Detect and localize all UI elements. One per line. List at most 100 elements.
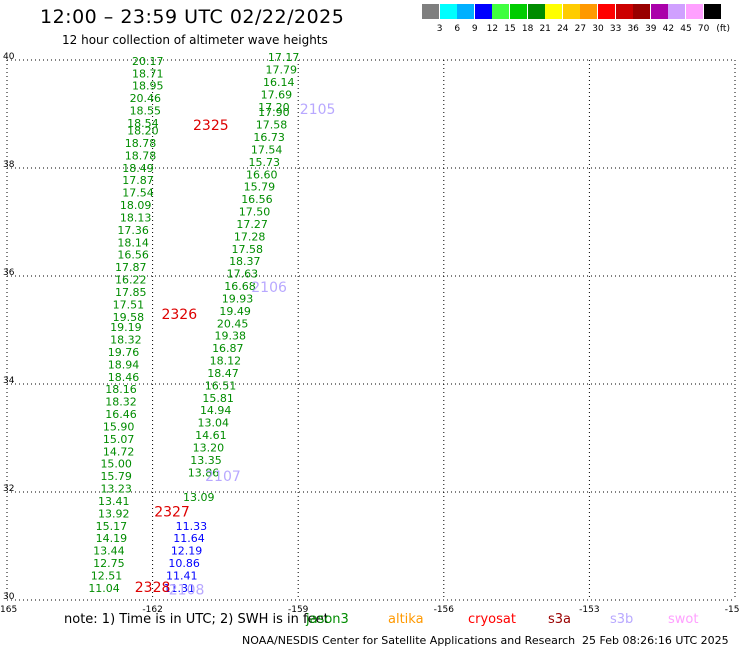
- legend-label: 42: [662, 24, 675, 34]
- satellite-key-item: jason3: [306, 612, 349, 627]
- lon-tick-label: -159: [288, 605, 309, 615]
- swh-reading: 17.63: [227, 268, 259, 281]
- swh-reading: 20.45: [217, 317, 249, 330]
- pass-id-label: 2327: [154, 504, 190, 520]
- swh-reading: 16.22: [115, 274, 147, 287]
- swh-reading: 18.47: [207, 367, 239, 380]
- legend-swatch: [650, 4, 668, 19]
- swh-reading: 17.36: [117, 224, 149, 237]
- swh-reading: 14.19: [96, 532, 128, 545]
- swh-reading: 13.44: [93, 545, 125, 558]
- credit-line: NOAA/NESDIS Center for Satellite Applica…: [242, 634, 576, 647]
- legend-label: 9: [471, 24, 478, 34]
- swh-reading: 18.16: [105, 383, 137, 396]
- legend-label: 12: [486, 24, 499, 34]
- lat-tick-label: 36: [3, 268, 15, 278]
- legend-swatch: [633, 4, 651, 19]
- swh-reading: 19.93: [222, 292, 254, 305]
- pass-id-label: 2106: [251, 280, 287, 296]
- legend-label: 24: [557, 24, 569, 34]
- legend-label: 6: [454, 24, 461, 34]
- swh-reading: 18.54: [127, 117, 159, 130]
- legend-unit: (ft): [716, 24, 730, 34]
- swh-reading: 17.28: [234, 230, 266, 243]
- swh-reading: 16.56: [241, 193, 273, 206]
- swh-reading: 11.41: [166, 569, 198, 582]
- swh-reading: 18.78: [125, 149, 157, 162]
- swh-reading: 17.87: [115, 261, 147, 274]
- swh-reading: 18.49: [122, 162, 154, 175]
- swh-reading: 10.86: [168, 557, 200, 570]
- swh-reading: 13.35: [190, 454, 222, 467]
- legend-label: 45: [680, 24, 692, 34]
- swh-reading: 17.79: [265, 64, 297, 77]
- swh-reading: 17.17: [268, 51, 300, 64]
- lon-tick-label: -150: [725, 605, 740, 615]
- page-title: 12:00 – 23:59 UTC 02/22/2025: [40, 6, 345, 28]
- swh-reading: 18.55: [130, 105, 162, 118]
- legend-swatch: [492, 4, 510, 19]
- swh-reading: 13.86: [188, 466, 220, 479]
- map-ticks: -165 -162 -159 -156 -153 -150 30 32 34 36 38 40: [0, 52, 740, 615]
- legend-swatch: [545, 4, 563, 19]
- lon-tick-label: -165: [0, 605, 17, 615]
- legend-swatch: [439, 4, 457, 19]
- legend-label: 3: [436, 24, 443, 34]
- legend-swatch: [615, 4, 633, 19]
- swh-reading: 11.33: [176, 520, 208, 533]
- swh-reading: 19.49: [219, 305, 251, 318]
- swh-reading: 16.46: [105, 408, 137, 421]
- swh-reading: 18.13: [120, 211, 152, 224]
- swh-reading: 13.20: [193, 442, 225, 455]
- swh-reading: 18.32: [105, 396, 137, 409]
- generated-timestamp: 25 Feb 08:26:16 UTC 2025: [582, 634, 729, 647]
- legend-swatch: [598, 4, 615, 19]
- lat-tick-label: 38: [3, 160, 15, 170]
- legend-swatch: [668, 4, 686, 19]
- swh-reading: 20.46: [130, 92, 162, 105]
- swh-reading: 15.07: [103, 433, 135, 446]
- swh-reading: 18.09: [120, 199, 152, 212]
- lat-tick-label: 40: [3, 52, 15, 62]
- swh-reading: 18.12: [210, 355, 242, 368]
- satellite-key-item: cryosat: [468, 612, 516, 627]
- legend-swatch: [580, 4, 598, 19]
- swh-reading: 16.87: [212, 342, 244, 355]
- swh-reading: 20.17: [132, 55, 164, 68]
- swh-reading: 17.54: [251, 143, 283, 156]
- legend-label: 36: [627, 24, 639, 34]
- swh-reading: 14.72: [103, 445, 135, 458]
- swh-reading: 19.19: [110, 321, 142, 334]
- legend-swatch: [474, 4, 492, 19]
- swh-reading: 15.90: [103, 420, 135, 433]
- swh-reading: 17.51: [113, 298, 145, 311]
- swh-reading: 17.27: [236, 218, 268, 231]
- swh-reading: 14.61: [195, 429, 227, 442]
- pass-id-label: 2326: [161, 307, 197, 323]
- swh-reading: 15.79: [100, 470, 132, 483]
- legend-label: 18: [521, 24, 534, 34]
- swh-reading: 11.64: [173, 532, 205, 545]
- swh-reading: 15.73: [248, 156, 280, 169]
- swh-reading: 17.20: [258, 101, 290, 114]
- legend-swatch: [510, 4, 527, 19]
- swh-reading: 12.51: [91, 569, 123, 582]
- swh-reading: 17.90: [258, 106, 290, 119]
- satellite-key-item: swot: [668, 612, 699, 627]
- legend-label: 27: [574, 24, 587, 34]
- swh-reading: 17.85: [115, 286, 147, 299]
- lat-tick-label: 32: [3, 484, 14, 494]
- legend-label: 30: [592, 24, 604, 34]
- lat-tick-label: 34: [3, 376, 15, 386]
- swh-reading: 19.38: [215, 330, 247, 343]
- pass-id-label: 2328: [135, 580, 171, 596]
- swh-reading: 11.04: [88, 582, 120, 595]
- swh-reading: 13.23: [100, 483, 132, 496]
- lon-tick-label: -153: [579, 605, 599, 615]
- legend-swatch: [457, 4, 475, 19]
- swh-reading: 13.92: [98, 507, 130, 520]
- swh-reading: 17.87: [122, 174, 154, 187]
- swh-reading: 16.56: [117, 249, 149, 262]
- swh-reading: 18.37: [229, 255, 261, 268]
